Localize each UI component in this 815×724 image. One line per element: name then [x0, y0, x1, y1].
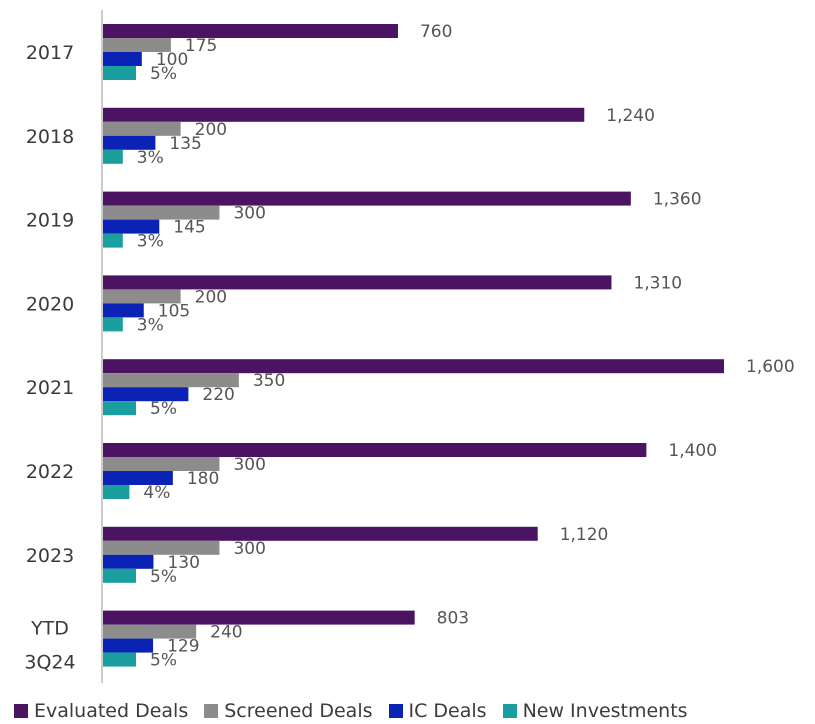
bar-new-investments — [103, 485, 130, 499]
data-label: 760 — [420, 22, 452, 42]
bar-ic-deals — [103, 554, 154, 569]
data-label: 145 — [173, 218, 205, 238]
data-label: 240 — [210, 623, 242, 643]
legend-swatch — [14, 704, 28, 718]
data-label: 1,240 — [606, 106, 655, 126]
bar-evaluated-deals — [103, 191, 631, 206]
legend-item: New Investments — [502, 700, 688, 722]
bar-ic-deals — [103, 135, 156, 150]
legend-label: New Investments — [522, 700, 688, 722]
legend-item: IC Deals — [388, 700, 487, 722]
bar-ic-deals — [103, 219, 160, 234]
bar-screened-deals — [103, 373, 239, 388]
category-label: 2020 — [26, 293, 74, 315]
bar-new-investments — [103, 568, 136, 583]
data-label: 300 — [233, 204, 265, 224]
bar-new-investments — [103, 149, 123, 164]
category-label: 2021 — [26, 377, 74, 399]
data-label: 5% — [150, 64, 177, 84]
legend: Evaluated Deals Screened Deals IC Deals New… — [14, 700, 704, 722]
bar-new-investments — [103, 66, 136, 80]
data-label: 1,120 — [560, 525, 609, 545]
bar-ic-deals — [103, 52, 142, 66]
bar-new-investments — [103, 317, 123, 332]
category-label: 2023 — [26, 545, 74, 567]
bar-screened-deals — [103, 205, 220, 220]
chart: 20177601751005%20181,2402001353%20191,36… — [24, 10, 795, 683]
data-label: 130 — [167, 553, 199, 573]
legend-item: Screened Deals — [204, 700, 373, 722]
data-label: 5% — [150, 651, 177, 671]
legend-swatch — [502, 704, 517, 718]
data-label: 135 — [169, 134, 201, 154]
chart-marks: 20177601751005%20181,2402001353%20191,36… — [24, 22, 794, 674]
bar-ic-deals — [103, 387, 189, 402]
legend-label: Screened Deals — [224, 700, 373, 722]
legend-swatch — [204, 704, 219, 718]
bar-evaluated-deals — [103, 359, 724, 374]
category-label: 2022 — [26, 461, 74, 483]
data-label: 4% — [143, 483, 170, 503]
data-label: 3% — [137, 232, 164, 252]
data-label: 175 — [185, 36, 217, 56]
data-label: 1,360 — [653, 190, 702, 210]
data-label: 5% — [150, 567, 177, 587]
data-label: 220 — [202, 385, 234, 405]
data-label: 350 — [253, 371, 285, 391]
bar-evaluated-deals — [103, 24, 398, 38]
data-label: 3% — [137, 315, 164, 335]
legend-swatch — [388, 704, 403, 718]
category-label: YTD 3Q24 — [24, 618, 75, 674]
bar-new-investments — [103, 233, 123, 248]
category-label: 2017 — [26, 42, 74, 64]
bar-evaluated-deals — [103, 275, 612, 290]
bar-ic-deals — [103, 471, 173, 485]
bar-screened-deals — [103, 540, 220, 555]
data-label: 1,310 — [633, 273, 682, 293]
bar-ic-deals — [103, 638, 154, 653]
data-label: 1,600 — [746, 357, 795, 377]
data-label: 100 — [156, 50, 188, 70]
bar-screened-deals — [103, 289, 181, 304]
bar-screened-deals — [103, 457, 220, 471]
category-label: 2018 — [26, 126, 74, 148]
data-label: 105 — [158, 301, 190, 321]
legend-label: IC Deals — [408, 700, 487, 722]
data-label: 1,400 — [668, 441, 717, 461]
bar-new-investments — [103, 652, 136, 667]
legend-label: Evaluated Deals — [34, 700, 189, 722]
bar-screened-deals — [103, 38, 171, 52]
bar-screened-deals — [103, 624, 197, 639]
data-label: 5% — [150, 399, 177, 419]
data-label: 200 — [195, 287, 227, 307]
data-label: 3% — [137, 148, 164, 168]
bar-evaluated-deals — [103, 610, 415, 625]
legend-item: Evaluated Deals — [14, 700, 188, 722]
category-label: 2019 — [26, 210, 74, 232]
bar-evaluated-deals — [103, 443, 647, 457]
bar-new-investments — [103, 401, 136, 416]
data-label: 803 — [437, 609, 469, 629]
data-label: 129 — [167, 637, 199, 657]
data-label: 300 — [233, 455, 265, 475]
data-label: 180 — [187, 469, 219, 489]
data-label: 200 — [195, 120, 227, 140]
bar-evaluated-deals — [103, 526, 538, 541]
data-label: 300 — [233, 539, 265, 559]
bar-evaluated-deals — [103, 107, 585, 122]
bar-ic-deals — [103, 303, 144, 318]
bar-screened-deals — [103, 121, 181, 136]
